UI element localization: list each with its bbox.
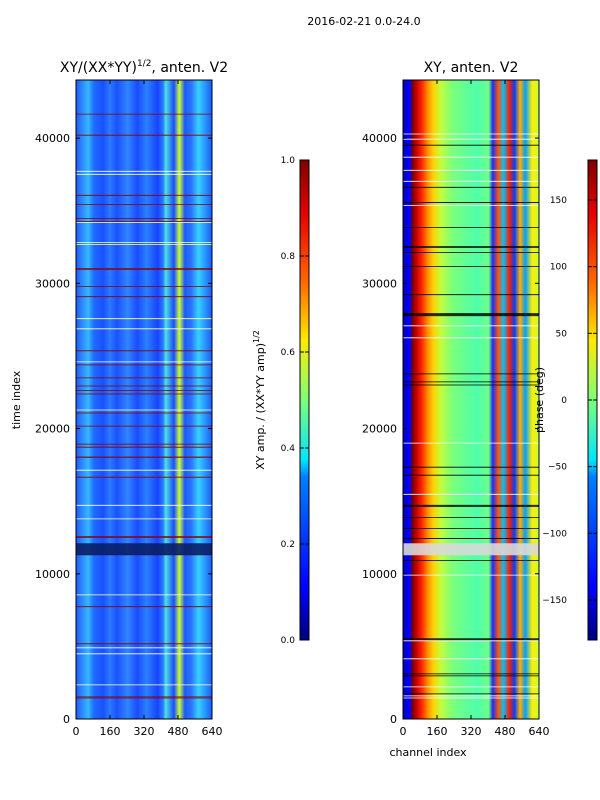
- amp-flag-lines: [76, 113, 212, 699]
- amp-colorbar: [299, 159, 310, 641]
- phase-y-tick-label: 20000: [362, 423, 397, 436]
- phase-colorbar-tick-label: −100: [542, 529, 567, 539]
- phase-heatmap: [402, 79, 540, 720]
- amp-y-axis: 0 10000 20000 30000 40000: [35, 132, 212, 726]
- amp-x-tick-label: 640: [202, 725, 223, 738]
- phase-flagged-band: [403, 543, 539, 556]
- phase-y-tick-label: 30000: [362, 277, 397, 290]
- amp-plot-title: XY/(XX*YY)1/2, anten. V2: [60, 59, 228, 76]
- phase-x-axis-label: channel index: [389, 746, 467, 759]
- amp-colorbar-tick-label: 0.0: [281, 636, 296, 646]
- figure-suptitle: 2016-02-21 0.0-24.0: [307, 15, 420, 28]
- amp-colorbar-tick-label: 0.8: [281, 252, 296, 262]
- amp-x-tick-label: 160: [100, 725, 121, 738]
- phase-y-tick-label: 10000: [362, 568, 397, 581]
- phase-x-tick-label: 320: [461, 725, 482, 738]
- phase-colorbar-label: phase (deg): [533, 367, 546, 433]
- amp-x-tick-label: 320: [134, 725, 155, 738]
- amp-heatmap-background: [76, 80, 212, 719]
- amp-y-axis-label: time index: [10, 370, 23, 429]
- phase-x-axis: 0 160 320 480 640: [400, 80, 550, 738]
- amp-colorbar-tick-label: 0.4: [281, 444, 296, 454]
- phase-x-tick-label: 640: [529, 725, 550, 738]
- amp-y-tick-label: 10000: [35, 568, 70, 581]
- phase-colorbar-tick-label: −150: [542, 596, 567, 606]
- amp-colorbar-ticks: 0.0 0.2 0.4 0.6 0.8 1.0: [281, 156, 309, 646]
- amp-x-tick-label: 480: [168, 725, 189, 738]
- amp-colorbar-tick-label: 0.2: [281, 540, 295, 550]
- amp-heatmap: [75, 79, 213, 720]
- phase-colorbar-tick-label: 150: [550, 196, 567, 206]
- phase-x-tick-label: 0: [400, 725, 407, 738]
- phase-colorbar-tick-label: 0: [561, 396, 567, 406]
- amp-x-tick-label: 0: [73, 725, 80, 738]
- amp-colorbar-tick-label: 0.6: [281, 348, 296, 358]
- phase-plot-title: XY, anten. V2: [424, 60, 519, 76]
- amp-y-tick-label: 40000: [35, 132, 70, 145]
- amp-y-tick-label: 0: [63, 713, 70, 726]
- phase-y-axis: 0 10000 20000 30000 40000: [362, 132, 539, 726]
- phase-heatmap-background: [403, 80, 539, 719]
- phase-colorbar-tick-label: −50: [548, 463, 567, 473]
- phase-flag-lines: [403, 133, 539, 699]
- amp-x-axis: 0 160 320 480 640: [73, 80, 223, 738]
- amp-colorbar-label: XY amp. / (XX*YY amp)1/2: [252, 330, 267, 470]
- amp-y-tick-label: 30000: [35, 277, 70, 290]
- phase-y-tick-label: 0: [390, 713, 397, 726]
- phase-colorbar-tick-label: 100: [550, 263, 567, 273]
- amp-colorbar-tick-label: 1.0: [281, 156, 296, 166]
- amp-flagged-band: [76, 543, 212, 556]
- phase-y-tick-label: 40000: [362, 132, 397, 145]
- phase-colorbar-tick-label: 50: [556, 329, 568, 339]
- phase-colorbar-ticks: 150 100 50 0 −50 −100 −150: [542, 196, 597, 606]
- phase-x-tick-label: 480: [495, 725, 516, 738]
- phase-x-tick-label: 160: [427, 725, 448, 738]
- amp-y-tick-label: 20000: [35, 423, 70, 436]
